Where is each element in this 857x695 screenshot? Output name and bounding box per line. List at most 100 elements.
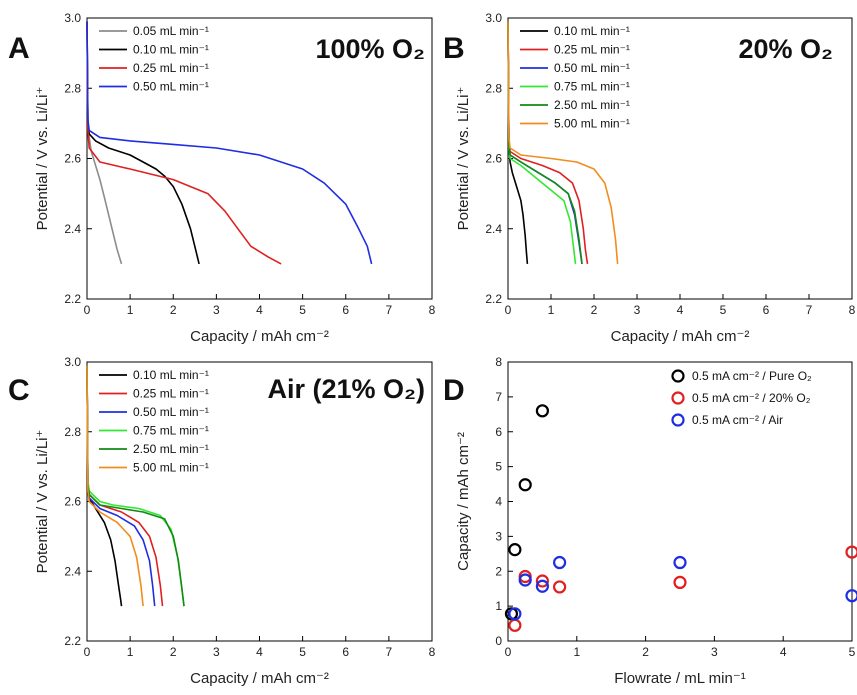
data-point <box>552 555 567 570</box>
x-tick-label: 6 <box>763 303 770 317</box>
legend-entry: 5.00 mL min⁻¹ <box>554 117 630 131</box>
legend-entry: 2.50 mL min⁻¹ <box>554 98 630 112</box>
y-tick-label: 2.8 <box>64 81 81 95</box>
series-line <box>507 21 619 264</box>
data-point <box>518 478 532 492</box>
x-tick-label: 3 <box>213 303 220 317</box>
x-tick-label: 2 <box>170 303 177 317</box>
x-tick-label: 7 <box>386 303 393 317</box>
data-point <box>508 618 522 632</box>
legend-entry: 5.00 mL min⁻¹ <box>133 461 209 475</box>
x-tick-label: 3 <box>213 645 220 659</box>
x-tick-label: 0 <box>505 645 512 659</box>
y-tick-label: 3.0 <box>64 355 81 369</box>
x-tick-label: 5 <box>299 303 306 317</box>
legend-entry: 0.10 mL min⁻¹ <box>133 43 209 57</box>
panel-label: C <box>8 374 30 407</box>
series-line <box>86 365 144 607</box>
y-tick-label: 2 <box>495 564 502 578</box>
x-tick-label: 5 <box>720 303 727 317</box>
legend-marker <box>671 369 685 383</box>
legend-entry: 0.5 mA cm⁻² / Air <box>692 413 783 427</box>
series-line <box>507 21 583 264</box>
y-axis-label: Potential / V vs. Li/Li⁺ <box>455 87 472 231</box>
series-line <box>507 21 577 264</box>
y-axis-label: Potential / V vs. Li/Li⁺ <box>34 87 51 231</box>
x-tick-label: 2 <box>591 303 598 317</box>
data-point <box>535 574 550 588</box>
x-tick-label: 2 <box>170 645 177 659</box>
x-tick-label: 8 <box>429 645 436 659</box>
y-axis-label: Potential / V vs. Li/Li⁺ <box>34 430 51 574</box>
x-tick-label: 3 <box>711 645 718 659</box>
x-tick-label: 6 <box>342 645 349 659</box>
data-point <box>518 573 532 587</box>
data-point <box>673 575 687 590</box>
data-point <box>552 580 567 594</box>
y-tick-label: 2.4 <box>485 222 502 236</box>
y-tick-label: 2.2 <box>64 634 81 648</box>
panel-title: Air (21% O₂) <box>267 374 425 404</box>
y-tick-label: 2.6 <box>485 152 502 166</box>
x-tick-label: 2 <box>642 645 649 659</box>
legend-entry: 0.75 mL min⁻¹ <box>133 424 209 438</box>
y-tick-label: 7 <box>495 390 502 404</box>
y-tick-label: 2.2 <box>64 292 81 306</box>
x-tick-label: 7 <box>806 303 813 317</box>
legend-entry: 0.25 mL min⁻¹ <box>554 43 630 57</box>
x-axis-label: Capacity / mAh cm⁻² <box>190 670 329 687</box>
series-line <box>86 365 185 607</box>
panel-b: 0 1 2 3 4 5 6 7 8 2.2 2.4 2.6 2.8 3.0 Capacity / mAh c… <box>443 11 856 345</box>
series-line <box>86 365 123 607</box>
series-line <box>507 21 529 264</box>
x-tick-label: 6 <box>342 303 349 317</box>
data-point <box>535 404 550 418</box>
series-line <box>507 21 589 265</box>
x-tick-label: 4 <box>677 303 684 317</box>
legend-entry: 0.5 mA cm⁻² / Pure O₂ <box>692 369 812 383</box>
series-line <box>86 21 282 265</box>
x-tick-label: 0 <box>505 303 512 317</box>
series-line <box>86 365 185 607</box>
data-point <box>673 555 687 570</box>
y-tick-label: 8 <box>495 355 502 369</box>
legend-marker <box>671 391 685 405</box>
series-line <box>86 21 373 265</box>
x-tick-label: 1 <box>127 645 134 659</box>
data-point <box>845 589 857 603</box>
x-tick-label: 8 <box>849 303 856 317</box>
x-tick-label: 3 <box>634 303 641 317</box>
y-tick-label: 3.0 <box>64 11 81 25</box>
legend-entry: 0.5 mA cm⁻² / 20% O₂ <box>692 391 811 405</box>
legend-entry: 0.25 mL min⁻¹ <box>133 61 209 75</box>
series-line <box>86 365 156 607</box>
panel-label: D <box>443 374 465 407</box>
y-axis-label: Capacity / mAh cm⁻² <box>455 432 472 571</box>
data-point <box>845 545 857 559</box>
x-tick-label: 1 <box>573 645 580 659</box>
data-point <box>535 579 550 593</box>
legend-entry: 0.10 mL min⁻¹ <box>554 24 630 38</box>
y-tick-label: 3.0 <box>485 11 502 25</box>
y-tick-label: 2.6 <box>64 152 81 166</box>
y-tick-label: 2.4 <box>64 222 81 236</box>
series-line <box>86 21 200 265</box>
x-tick-label: 0 <box>84 645 91 659</box>
data-point <box>508 607 522 621</box>
data-point <box>508 543 522 557</box>
y-tick-label: 6 <box>495 425 502 439</box>
legend-entry: 0.50 mL min⁻¹ <box>133 405 209 419</box>
x-tick-label: 5 <box>849 645 856 659</box>
panel-d: 0 1 2 3 4 5 0 1 2 3 4 5 6 7 8 Flowrate / mL min⁻¹ Capaci… <box>443 355 857 687</box>
x-axis-label: Flowrate / mL min⁻¹ <box>614 670 746 687</box>
x-tick-label: 1 <box>548 303 555 317</box>
y-tick-label: 2.8 <box>485 81 502 95</box>
panel-label: B <box>443 32 465 65</box>
y-tick-label: 2.4 <box>64 564 81 578</box>
y-tick-label: 4 <box>495 495 502 509</box>
y-tick-label: 1 <box>495 599 502 613</box>
legend-entry: 0.50 mL min⁻¹ <box>133 80 209 94</box>
panel-title: 100% O₂ <box>315 34 425 64</box>
